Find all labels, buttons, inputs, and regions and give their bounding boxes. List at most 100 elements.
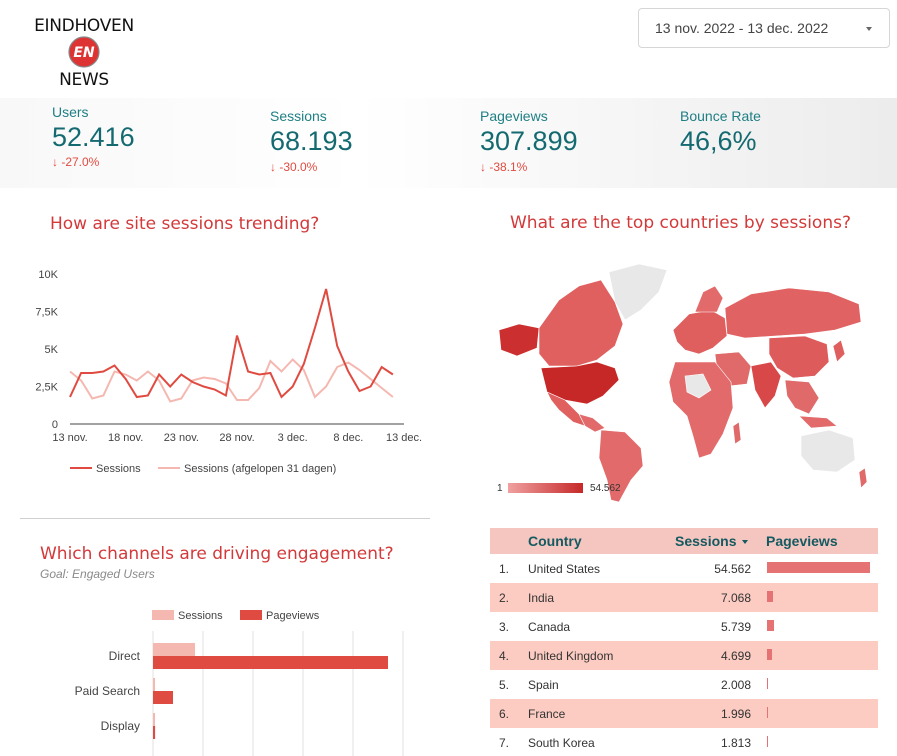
pageviews-bar[interactable] xyxy=(153,726,156,739)
column-header-sessions[interactable]: Sessions xyxy=(675,533,749,549)
row-pageviews-bar xyxy=(767,736,768,747)
sessions-trend-chart[interactable]: 0 2,5K 5K 7,5K 10K 13 nov. 18 nov. 23 nov. 28 no… xyxy=(28,258,438,488)
section-divider xyxy=(20,518,430,519)
table-row[interactable]: 5. Spain 2.008 xyxy=(490,670,878,699)
map-legend-gradient xyxy=(508,483,583,493)
category-label: Display xyxy=(101,719,140,733)
logo: EINDHOVEN EN NEWS xyxy=(28,10,140,100)
logo-text-bottom: NEWS xyxy=(59,70,109,90)
table-row[interactable]: 3. Canada 5.739 xyxy=(490,612,878,641)
row-rank: 2. xyxy=(499,591,510,605)
category-label: Paid Search xyxy=(75,684,140,698)
row-sessions: 54.562 xyxy=(714,562,751,576)
table-row[interactable]: 7. South Korea 1.813 xyxy=(490,728,878,756)
sessions-bar[interactable] xyxy=(153,643,195,656)
map-region-africa-gray xyxy=(684,373,712,399)
date-range-text: 13 nov. 2022 - 13 dec. 2022 xyxy=(655,20,829,36)
row-country: France xyxy=(528,707,566,721)
table-row[interactable]: 6. France 1.996 xyxy=(490,699,878,728)
legend-swatch xyxy=(240,610,262,620)
map-region-new-zealand xyxy=(858,467,868,489)
map-region-china xyxy=(768,335,830,379)
row-rank: 5. xyxy=(499,678,510,692)
row-sessions: 2.008 xyxy=(720,678,751,692)
table-header: Country Sessions Pageviews xyxy=(490,528,878,554)
map-region-europe xyxy=(672,309,728,355)
row-sessions: 1.813 xyxy=(720,736,751,750)
map-region-madagascar xyxy=(732,421,742,445)
map-title: What are the top countries by sessions? xyxy=(510,213,851,233)
table-row[interactable]: 4. United Kingdom 4.699 xyxy=(490,641,878,670)
row-pageviews-bar xyxy=(767,649,772,660)
row-rank: 7. xyxy=(499,736,510,750)
row-rank: 1. xyxy=(499,562,510,576)
pageviews-bar[interactable] xyxy=(153,691,173,704)
legend-swatch xyxy=(152,610,174,620)
kpi-users-delta: ↓ -27.0% xyxy=(52,155,100,169)
column-header-country[interactable]: Country xyxy=(528,533,582,549)
row-pageviews-bar xyxy=(767,562,870,573)
sessions-series-line[interactable] xyxy=(69,288,394,399)
kpi-sessions-delta: ↓ -30.0% xyxy=(270,160,318,174)
map-region-mexico xyxy=(546,391,586,427)
kpi-pageviews-delta: ↓ -38.1% xyxy=(480,160,528,174)
sessions-bar[interactable] xyxy=(153,713,155,726)
table-row[interactable]: 2. India 7.068 xyxy=(490,583,878,612)
row-rank: 3. xyxy=(499,620,510,634)
map-region-southeast-asia xyxy=(784,379,820,415)
logo-mark-text: EN xyxy=(73,45,95,61)
y-tick-label: 10K xyxy=(38,269,58,281)
map-region-russia xyxy=(724,287,862,339)
x-tick-label: 18 nov. xyxy=(108,432,143,444)
y-tick-label: 7,5K xyxy=(35,307,58,319)
kpi-pageviews-value: 307.899 xyxy=(480,126,578,156)
legend-label: Sessions xyxy=(96,463,141,475)
row-sessions: 4.699 xyxy=(720,649,751,663)
kpi-sessions-label: Sessions xyxy=(270,108,327,124)
logo-text-top: EINDHOVEN xyxy=(34,16,134,36)
x-tick-label: 13 nov. xyxy=(52,432,87,444)
map-region-scandinavia xyxy=(694,285,724,313)
map-region-australia xyxy=(800,429,856,473)
kpi-bounce-rate-value: 46,6% xyxy=(680,126,757,156)
row-rank: 6. xyxy=(499,707,510,721)
kpi-users-value: 52.416 xyxy=(52,122,135,152)
channels-bar-chart[interactable]: Sessions Pageviews Direct Paid Search Displa… xyxy=(40,603,420,756)
legend-label: Pageviews xyxy=(266,610,320,622)
legend-label: Sessions (afgelopen 31 dagen) xyxy=(184,463,336,475)
row-country: Spain xyxy=(528,678,559,692)
map-legend-min: 1 xyxy=(497,483,503,494)
legend-label: Sessions xyxy=(178,610,223,622)
kpi-bounce-rate-label: Bounce Rate xyxy=(680,108,761,124)
table-row[interactable]: 1. United States 54.562 xyxy=(490,554,878,583)
channels-subtitle: Goal: Engaged Users xyxy=(40,567,155,581)
row-pageviews-bar xyxy=(767,591,773,602)
map-region-greenland xyxy=(608,263,668,321)
row-country: United Kingdom xyxy=(528,649,614,663)
country-table: Country Sessions Pageviews 1. United Stat… xyxy=(490,528,878,756)
dropdown-caret-icon xyxy=(866,27,872,31)
column-header-pageviews[interactable]: Pageviews xyxy=(766,533,838,549)
sessions-previous-series-line[interactable] xyxy=(69,358,394,403)
row-pageviews-bar xyxy=(767,707,768,718)
row-sessions: 1.996 xyxy=(720,707,751,721)
sort-desc-icon xyxy=(742,540,749,545)
column-header-sessions-label: Sessions xyxy=(675,533,737,549)
sessions-bar[interactable] xyxy=(153,678,155,691)
x-tick-label: 13 dec. xyxy=(386,432,422,444)
world-map: 1 54.562 xyxy=(497,263,868,503)
row-country: United States xyxy=(528,562,601,576)
x-tick-label: 8 dec. xyxy=(333,432,363,444)
row-pageviews-bar xyxy=(767,620,774,631)
date-range-picker[interactable]: 13 nov. 2022 - 13 dec. 2022 xyxy=(638,8,890,48)
y-tick-label: 5K xyxy=(45,344,59,356)
trend-chart-title: How are site sessions trending? xyxy=(50,214,320,234)
map-region-south-america xyxy=(598,429,644,503)
table-body: 1. United States 54.562 2. India 7.068 3. Canad… xyxy=(490,554,878,756)
row-sessions: 7.068 xyxy=(720,591,751,605)
map-region-indonesia xyxy=(798,415,838,429)
geo-map[interactable]: 1 54.562 xyxy=(489,258,872,505)
row-rank: 4. xyxy=(499,649,510,663)
pageviews-bar[interactable] xyxy=(153,656,388,669)
y-tick-label: 0 xyxy=(52,419,58,431)
